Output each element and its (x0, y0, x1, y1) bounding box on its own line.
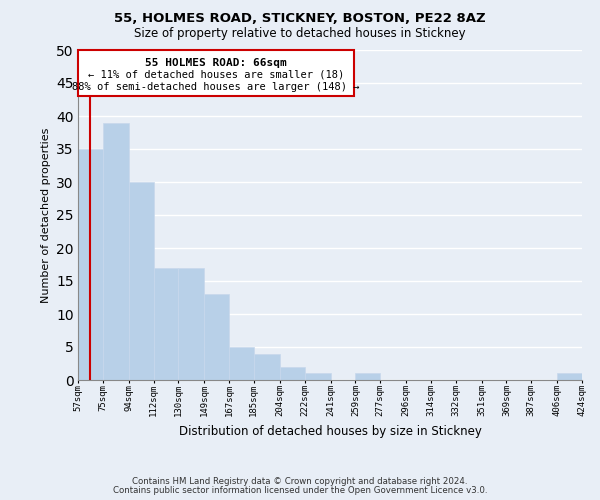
Text: Contains public sector information licensed under the Open Government Licence v3: Contains public sector information licen… (113, 486, 487, 495)
Bar (305, 374, 331, 380)
Bar (205, 294, 229, 380)
Y-axis label: Number of detached properties: Number of detached properties (41, 128, 50, 302)
Text: 88% of semi-detached houses are larger (148) →: 88% of semi-detached houses are larger (… (72, 82, 360, 92)
X-axis label: Distribution of detached houses by size in Stickney: Distribution of detached houses by size … (179, 425, 481, 438)
Bar (129, 182, 154, 380)
Text: 55, HOLMES ROAD, STICKNEY, BOSTON, PE22 8AZ: 55, HOLMES ROAD, STICKNEY, BOSTON, PE22 … (114, 12, 486, 26)
Text: Size of property relative to detached houses in Stickney: Size of property relative to detached ho… (134, 28, 466, 40)
Bar (178, 268, 205, 380)
Bar (229, 347, 254, 380)
Bar (557, 374, 582, 380)
Text: Contains HM Land Registry data © Crown copyright and database right 2024.: Contains HM Land Registry data © Crown c… (132, 477, 468, 486)
Bar (355, 374, 380, 380)
Bar (103, 122, 129, 380)
Bar (154, 268, 178, 380)
Text: ← 11% of detached houses are smaller (18): ← 11% of detached houses are smaller (18… (88, 70, 344, 80)
Bar (254, 354, 280, 380)
Bar (280, 367, 305, 380)
Bar (78, 149, 103, 380)
FancyBboxPatch shape (78, 50, 354, 96)
Text: 55 HOLMES ROAD: 66sqm: 55 HOLMES ROAD: 66sqm (145, 58, 287, 68)
